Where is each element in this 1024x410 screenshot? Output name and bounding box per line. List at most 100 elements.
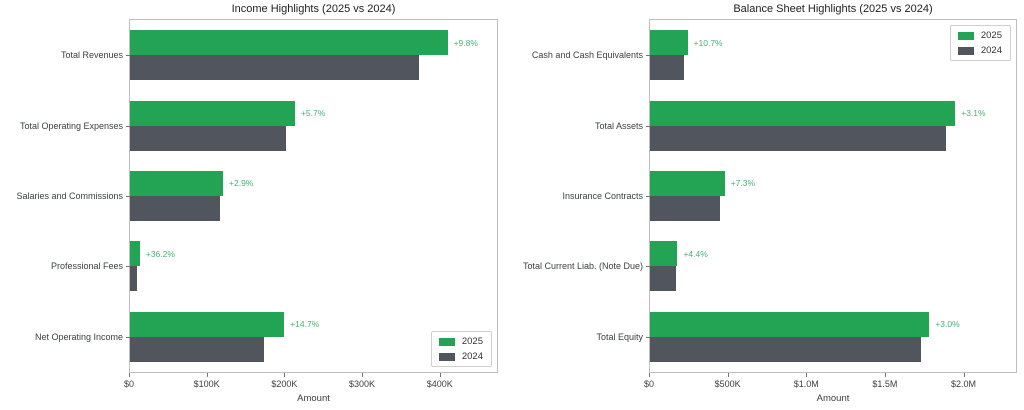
bar-2024 — [650, 336, 922, 362]
x-tick-label: $200K — [271, 379, 298, 389]
x-tick-mark — [806, 373, 808, 377]
legend-swatch-2024-icon — [438, 352, 455, 361]
x-tick-mark — [727, 373, 729, 377]
legend-label-2025: 2025 — [461, 336, 483, 347]
legend-swatch-2025-icon — [438, 337, 455, 346]
bar-group: Cash and Cash Equivalents +10.7% — [532, 20, 1016, 90]
pct-change-label: +7.3% — [730, 178, 756, 189]
bar-line-2024 — [650, 195, 1016, 221]
bar-2025 — [130, 311, 285, 337]
x-axis: Amount $0 $100K $200K $300K $400K — [124, 373, 498, 409]
pct-change-label: +2.9% — [229, 178, 254, 189]
bar-group: Total Revenues +9.8% — [61, 20, 497, 90]
bar-line-2025: +2.9% — [130, 170, 497, 196]
x-tick-mark — [963, 373, 965, 377]
legend-label-2025: 2025 — [980, 30, 1002, 41]
x-tick-label: $300K — [349, 379, 376, 389]
category-label: Salaries and Commissions — [16, 190, 123, 201]
category-label: Professional Fees — [50, 261, 123, 272]
x-tick-label: $100K — [193, 379, 220, 389]
pct-change-label: +36.2% — [145, 248, 175, 259]
y-tick-mark — [646, 125, 650, 127]
x-tick-mark — [362, 373, 364, 377]
x-tick-mark — [206, 373, 208, 377]
bar-2025 — [650, 311, 930, 337]
bar-2024 — [650, 195, 720, 221]
bar-2024 — [650, 55, 684, 81]
x-tick-mark — [884, 373, 886, 377]
category-label: Total Operating Expenses — [19, 120, 123, 131]
pct-change-label: +3.1% — [961, 108, 986, 119]
category-label: Total Current Liab. (Note Due) — [522, 261, 643, 272]
bar-line-2025: +9.8% — [130, 30, 497, 56]
legend-label-2024: 2024 — [980, 45, 1002, 56]
bar-group: Total Equity +3.0% — [596, 302, 1016, 372]
x-tick-label: $2.0M — [951, 379, 977, 389]
bar-2025 — [130, 170, 224, 196]
legend-item-2025: 2025 — [957, 30, 1002, 41]
bar-line-2025: +14.7% — [130, 311, 497, 337]
category-label: Total Equity — [596, 331, 643, 342]
bar-2024 — [130, 266, 138, 292]
pct-change-label: +3.0% — [935, 319, 960, 330]
category-label: Total Revenues — [60, 50, 123, 61]
bar-pair: +3.0% — [650, 302, 1016, 372]
chart-title: Balance Sheet Highlights (2025 vs 2024) — [733, 3, 933, 15]
category-label: Total Assets — [594, 120, 643, 131]
bar-group: Professional Fees +36.2% — [51, 231, 497, 301]
pct-change-label: +4.4% — [683, 248, 708, 259]
x-axis-label: Amount — [297, 393, 330, 404]
category-label: Cash and Cash Equivalents — [531, 50, 643, 61]
bar-2025 — [650, 241, 678, 267]
bar-2025 — [130, 30, 448, 56]
bar-2024 — [130, 55, 419, 81]
x-tick-label: $0 — [643, 379, 655, 389]
bar-line-2024 — [650, 336, 1016, 362]
y-tick-mark — [126, 195, 130, 197]
chart-title: Income Highlights (2025 vs 2024) — [231, 3, 396, 15]
y-tick-mark — [126, 55, 130, 57]
y-tick-mark — [126, 336, 130, 338]
bar-pair: +3.1% — [650, 90, 1016, 160]
bar-2025 — [130, 241, 140, 267]
y-tick-mark — [646, 55, 650, 57]
bar-pair: +9.8% — [130, 20, 497, 90]
bar-line-2025: +5.7% — [130, 100, 497, 126]
bar-line-2025: +4.4% — [650, 241, 1016, 267]
legend-item-2024: 2024 — [438, 351, 483, 362]
plot-area: 2025 2024 Cash and Cash Equivalents +10.7… — [523, 19, 1017, 373]
bar-group: Insurance Contracts +7.3% — [562, 161, 1016, 231]
bar-line-2025: +3.0% — [650, 311, 1016, 337]
legend: 2025 2024 — [949, 25, 1011, 61]
x-tick-label: $500K — [714, 379, 741, 389]
category-label: Net Operating Income — [34, 331, 123, 342]
bar-pair: +10.7% — [650, 20, 1016, 90]
pct-change-label: +9.8% — [453, 37, 478, 48]
x-tick-label: $0 — [123, 379, 135, 389]
bar-2024 — [130, 336, 265, 362]
legend-item-2025: 2025 — [438, 336, 483, 347]
y-tick-mark — [646, 266, 650, 268]
x-tick-mark — [649, 373, 650, 377]
bar-line-2024 — [650, 125, 1016, 151]
x-tick-mark — [439, 373, 441, 377]
x-axis-label: Amount — [816, 393, 850, 404]
legend-item-2024: 2024 — [957, 45, 1002, 56]
bar-line-2024 — [130, 55, 497, 81]
bar-group: Total Operating Expenses +5.7% — [20, 90, 497, 160]
bar-pair: +2.9% — [130, 161, 497, 231]
bar-group: Total Assets +3.1% — [595, 90, 1016, 160]
bar-2024 — [130, 125, 287, 151]
legend-label-2024: 2024 — [461, 351, 483, 362]
bar-pair: +5.7% — [130, 90, 497, 160]
bar-2025 — [650, 100, 956, 126]
income-highlights-chart: Income Highlights (2025 vs 2024) 2025 20… — [16, 3, 498, 409]
x-tick-label: $1.0M — [793, 379, 819, 389]
x-tick-label: $400K — [426, 379, 453, 389]
bar-line-2025: +7.3% — [650, 170, 1016, 196]
pct-change-label: +5.7% — [300, 108, 326, 119]
bar-line-2025: +36.2% — [130, 241, 497, 267]
bar-pair: +36.2% — [130, 231, 497, 301]
bar-2025 — [650, 30, 688, 56]
y-tick-mark — [646, 336, 650, 338]
